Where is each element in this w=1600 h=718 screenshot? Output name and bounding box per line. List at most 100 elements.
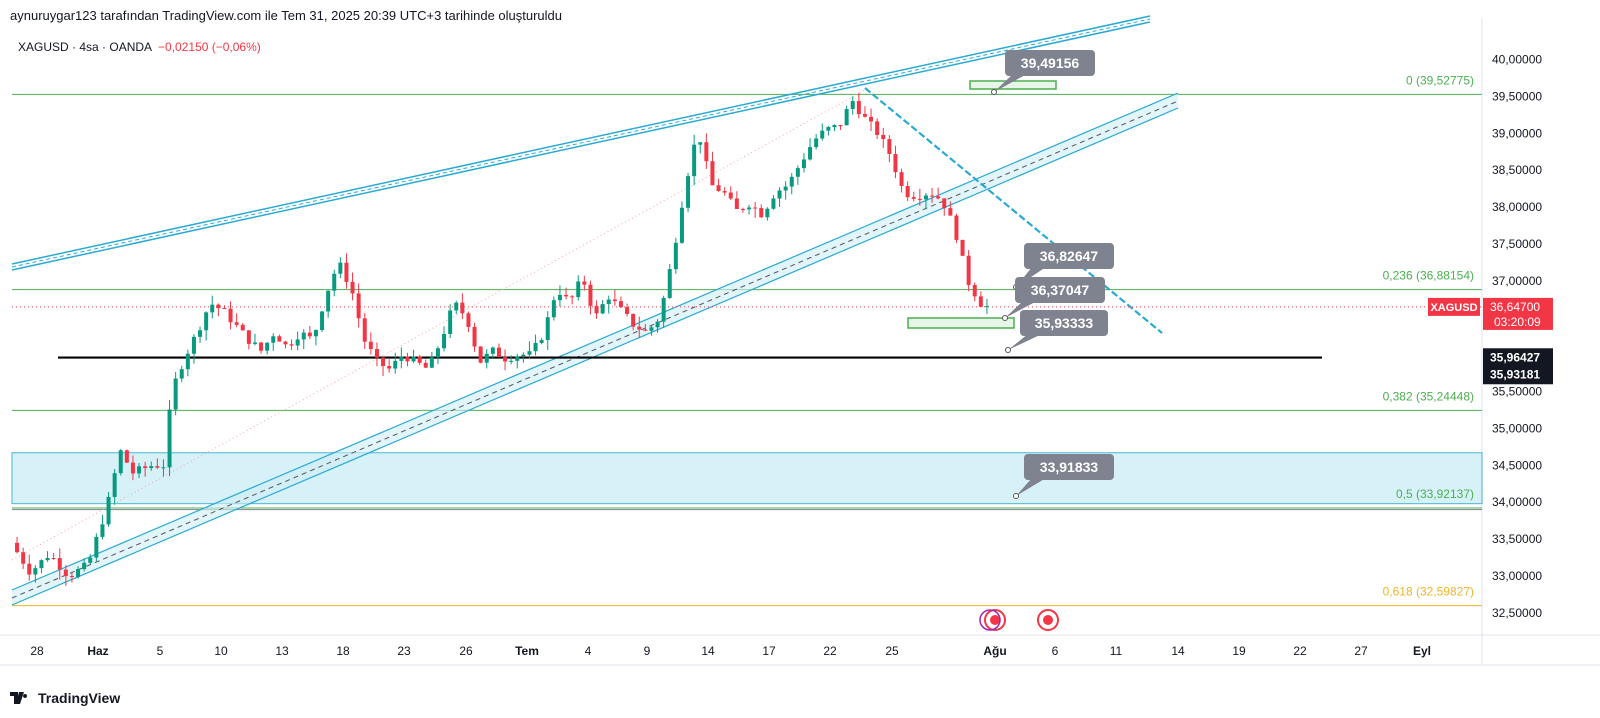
callout-anchor — [1013, 493, 1019, 499]
price-callout[interactable] — [1005, 50, 1095, 76]
candle-body — [905, 185, 910, 198]
event-icon-purple[interactable] — [979, 609, 1001, 631]
y-axis-tick-label: 34,00000 — [1492, 495, 1542, 509]
symbol-price-tag-text: XAGUSD — [1430, 302, 1477, 314]
tradingview-text: TradingView — [38, 690, 121, 706]
fib-level-label: 0,382 (35,24448) — [1383, 389, 1474, 403]
candle-body — [814, 138, 819, 148]
candle-body — [57, 558, 62, 570]
candle-body — [661, 297, 666, 322]
y-axis-tick-label: 35,50000 — [1492, 385, 1542, 399]
candle-body — [862, 114, 867, 117]
candle-body — [972, 284, 977, 297]
candle-body — [21, 552, 26, 564]
support-price-value-2: 35,93181 — [1490, 367, 1540, 381]
candle-body — [295, 339, 300, 346]
candle-body — [252, 342, 257, 344]
candle-body — [405, 356, 410, 362]
candle-body — [716, 185, 721, 192]
candle-body — [923, 195, 928, 200]
callout-anchor — [1002, 315, 1008, 321]
x-axis-tick-label: Eyl — [1413, 644, 1431, 658]
candle-body — [503, 357, 508, 362]
price-callout-text: 39,49156 — [1021, 55, 1080, 71]
candle-body — [832, 125, 837, 128]
candle-body — [143, 466, 148, 469]
candle-body — [45, 558, 50, 561]
candle-body — [795, 168, 800, 177]
x-axis-tick-label: 14 — [1171, 644, 1185, 658]
candle-body — [765, 208, 770, 218]
x-axis-tick-label: 17 — [762, 644, 776, 658]
candle-body — [930, 195, 935, 197]
candle-body — [204, 312, 209, 331]
price-callout[interactable] — [1015, 277, 1105, 303]
candle-body — [869, 116, 874, 122]
fib-level-label: 0 (39,52775) — [1406, 73, 1474, 87]
candle-body — [576, 281, 581, 298]
y-axis-tick-label: 33,50000 — [1492, 532, 1542, 546]
candle-body — [307, 332, 312, 337]
symbol-info[interactable]: XAGUSD · 4sa · OANDA −0,02150 (−0,06%) — [18, 40, 261, 54]
x-axis-tick-label: 22 — [823, 644, 837, 658]
candle-body — [271, 336, 276, 343]
candle-body — [155, 466, 160, 468]
candle-body — [429, 357, 434, 368]
candle-body — [600, 304, 605, 314]
candle-body — [954, 215, 959, 240]
candle-body — [698, 142, 703, 145]
callout-pointer — [994, 74, 1027, 92]
candle-body — [588, 284, 593, 306]
candle-body — [82, 562, 87, 570]
candle-body — [137, 466, 142, 474]
candle-body — [283, 341, 288, 345]
candle-body — [301, 332, 306, 340]
candle-body — [69, 576, 74, 578]
candle-body — [484, 353, 489, 363]
flag-icon — [1043, 615, 1053, 625]
candle-body — [277, 336, 282, 342]
candle-body — [838, 125, 843, 127]
current-price-badge — [1483, 297, 1553, 330]
candle-body — [606, 299, 611, 305]
candle-body — [210, 304, 215, 313]
candle-body — [783, 186, 788, 191]
x-axis-tick-label: 22 — [1293, 644, 1307, 658]
flag-icon — [990, 615, 1000, 625]
candle-body — [161, 467, 166, 469]
support-price-badge — [1483, 348, 1553, 385]
candle-body — [63, 569, 68, 577]
x-axis-tick-label: 9 — [644, 644, 651, 658]
fib-level-label: 0,618 (32,59827) — [1383, 585, 1474, 599]
x-axis-tick-label: Ağu — [983, 644, 1006, 658]
candle-body — [338, 262, 343, 274]
candle-body — [551, 300, 556, 318]
candle-body — [411, 356, 416, 362]
x-axis-tick-label: 5 — [157, 644, 164, 658]
chart-header: aynuruygar123 tarafından TradingView.com… — [10, 8, 563, 23]
x-axis-tick-label: 4 — [585, 644, 592, 658]
candle-body — [124, 450, 129, 463]
candle-body — [539, 340, 544, 343]
candle-body — [844, 109, 849, 126]
price-callout-text: 36,82647 — [1040, 248, 1099, 264]
tradingview-icon — [10, 692, 28, 704]
target-box-top — [969, 80, 1057, 90]
price-callout[interactable] — [1024, 243, 1114, 269]
lower-channel-mid — [11, 100, 1179, 599]
candle-body — [777, 190, 782, 199]
candle-body — [533, 342, 538, 352]
candle-body — [570, 296, 575, 298]
candle-body — [527, 351, 532, 355]
candle-body — [655, 321, 660, 328]
candle-body — [326, 290, 331, 312]
candle-body — [649, 327, 654, 331]
price-callout[interactable] — [1020, 310, 1108, 336]
candle-body — [917, 198, 922, 200]
candle-body — [704, 142, 709, 162]
price-callout[interactable] — [1024, 454, 1114, 480]
y-axis-tick-label: 32,50000 — [1492, 606, 1542, 620]
candle-body — [39, 560, 44, 569]
candle-body — [820, 130, 825, 139]
